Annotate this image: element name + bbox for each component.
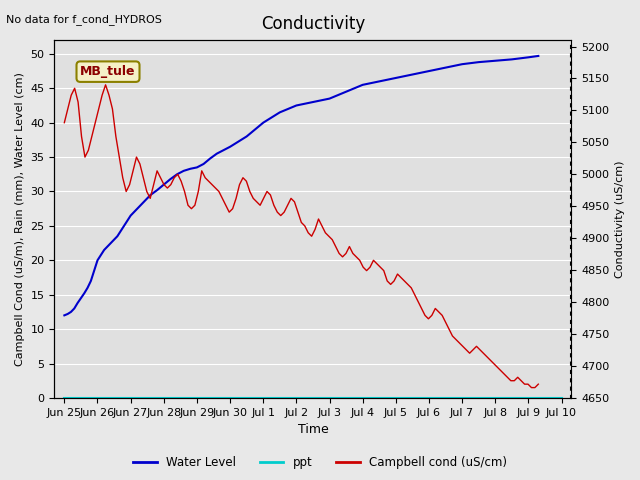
X-axis label: Time: Time xyxy=(298,423,328,436)
Text: MB_tule: MB_tule xyxy=(80,65,136,78)
Legend: Water Level, ppt, Campbell cond (uS/cm): Water Level, ppt, Campbell cond (uS/cm) xyxy=(128,452,512,474)
Y-axis label: Campbell Cond (uS/m), Rain (mm), Water Level (cm): Campbell Cond (uS/m), Rain (mm), Water L… xyxy=(15,72,25,366)
Y-axis label: Conductivity (uS/cm): Conductivity (uS/cm) xyxy=(615,160,625,278)
Title: Conductivity: Conductivity xyxy=(261,15,365,33)
Text: No data for f_cond_HYDROS: No data for f_cond_HYDROS xyxy=(6,14,163,25)
